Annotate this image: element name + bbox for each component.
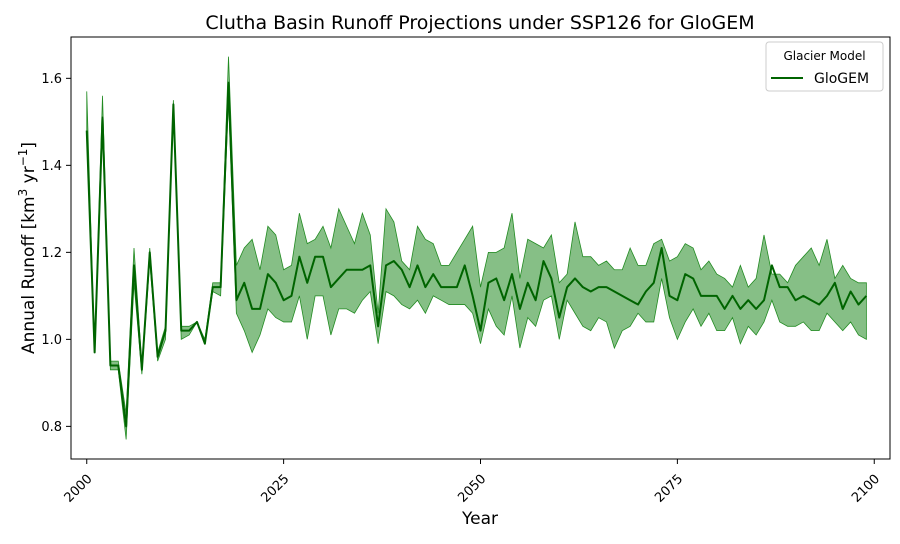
legend-title: Glacier Model (783, 49, 865, 63)
y-tick-label: 1.6 (41, 72, 62, 87)
plot-area (85, 56, 868, 440)
y-axis-label: Annual Runoff [km3 yr−1] (16, 142, 39, 354)
legend: Glacier Model GloGEM (765, 41, 884, 92)
y-tick-label: 0.8 (41, 420, 62, 435)
y-tick-label: 1.2 (41, 246, 62, 261)
runoff-mean-line (85, 81, 868, 428)
legend-entry-gloGEM: GloGEM (814, 71, 869, 87)
y-tick-label: 1.0 (41, 333, 62, 348)
y-tick-label: 1.4 (41, 159, 62, 174)
x-axis-label: Year (461, 509, 498, 529)
runoff-range-band (86, 56, 867, 440)
chart-title: Clutha Basin Runoff Projections under SS… (205, 12, 754, 34)
